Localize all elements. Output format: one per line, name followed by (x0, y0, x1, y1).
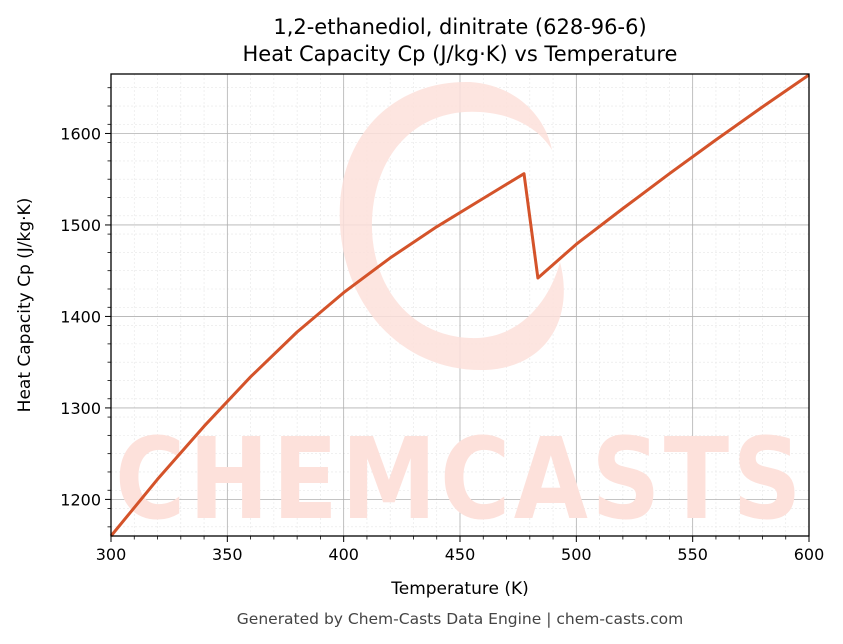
x-tick-label: 600 (794, 545, 825, 564)
y-axis-label: Heat Capacity Cp (J/kg·K) (15, 198, 35, 413)
chart-title: 1,2-ethanediol, dinitrate (628-96-6) (273, 15, 646, 39)
y-axis: 1200 1300 1400 1500 1600 (60, 87, 111, 528)
footer-credit: Generated by Chem-Casts Data Engine | ch… (237, 610, 683, 628)
x-axis: 300 350 400 450 500 550 600 (96, 536, 825, 564)
x-tick-label: 450 (445, 545, 476, 564)
y-tick-label: 1600 (60, 124, 101, 143)
series-layer (109, 73, 810, 537)
x-tick-label: 500 (561, 545, 592, 564)
chart-subtitle: Heat Capacity Cp (J/kg·K) vs Temperature (243, 42, 678, 66)
x-tick-label: 300 (96, 545, 127, 564)
watermark-text: CHEMCASTS (115, 415, 805, 545)
x-tick-label: 400 (328, 545, 359, 564)
x-tick-label: 350 (212, 545, 243, 564)
plot-area: CHEMCASTS (109, 73, 810, 545)
y-tick-label: 1200 (60, 490, 101, 509)
y-tick-label: 1300 (60, 399, 101, 418)
watermark-swirl (339, 81, 564, 371)
y-tick-label: 1400 (60, 307, 101, 326)
y-tick-label: 1500 (60, 216, 101, 235)
series-line-0 (109, 73, 810, 537)
x-tick-label: 550 (677, 545, 708, 564)
chemcasts-watermark-logo: CHEMCASTS (115, 81, 805, 545)
x-axis-label: Temperature (K) (390, 579, 529, 599)
